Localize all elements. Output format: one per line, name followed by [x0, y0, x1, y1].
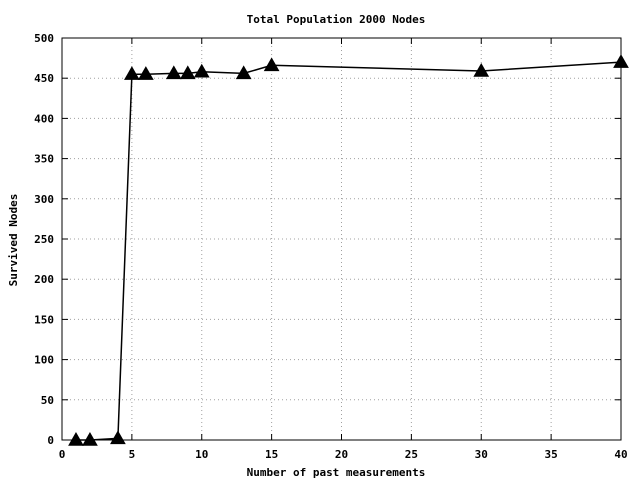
x-tick-label: 10: [195, 448, 208, 461]
data-point-marker: [82, 431, 98, 446]
x-tick-label: 30: [475, 448, 488, 461]
y-tick-label: 100: [34, 354, 54, 367]
data-point-marker: [137, 66, 154, 80]
plot-frame: [61, 37, 622, 441]
grid-lines: [62, 38, 621, 440]
data-point-marker: [179, 65, 196, 80]
y-tick-label: 450: [34, 72, 54, 85]
x-tick-label: 15: [265, 448, 278, 461]
data-point-marker: [235, 65, 252, 80]
x-tick-label: 0: [59, 448, 66, 461]
data-point-marker: [193, 63, 210, 78]
data-point-marker: [473, 62, 490, 77]
x-tick-label: 5: [129, 448, 136, 461]
data-point-marker: [165, 65, 182, 80]
chart-title: Total Population 2000 Nodes: [247, 13, 426, 26]
axis-tick-labels: 0 50 100 150 200 250 300 350 400 450 500 0 5 10 15 20 25…: [34, 32, 628, 461]
data-point-marker: [613, 54, 629, 68]
y-tick-label: 50: [41, 394, 54, 407]
x-tick-label: 35: [545, 448, 558, 461]
x-tick-label: 40: [614, 448, 627, 461]
data-point-marker: [124, 66, 140, 80]
x-tick-label: 25: [405, 448, 418, 461]
data-point-marker: [68, 431, 84, 446]
y-tick-label: 350: [34, 153, 54, 166]
y-tick-label: 250: [34, 233, 54, 246]
series-group: [68, 54, 629, 446]
y-tick-label: 400: [34, 112, 54, 125]
y-tick-label: 300: [34, 193, 54, 206]
y-tick-label: 500: [34, 32, 54, 45]
x-tick-label: 20: [335, 448, 348, 461]
data-point-marker: [110, 430, 126, 445]
data-point-marker: [263, 57, 280, 72]
y-axis-label: Survived Nodes: [7, 194, 20, 287]
y-tick-label: 150: [34, 313, 54, 326]
y-tick-label: 200: [34, 273, 54, 286]
y-tick-label: 0: [47, 434, 54, 447]
x-axis-label: Number of past measurements: [247, 466, 426, 479]
